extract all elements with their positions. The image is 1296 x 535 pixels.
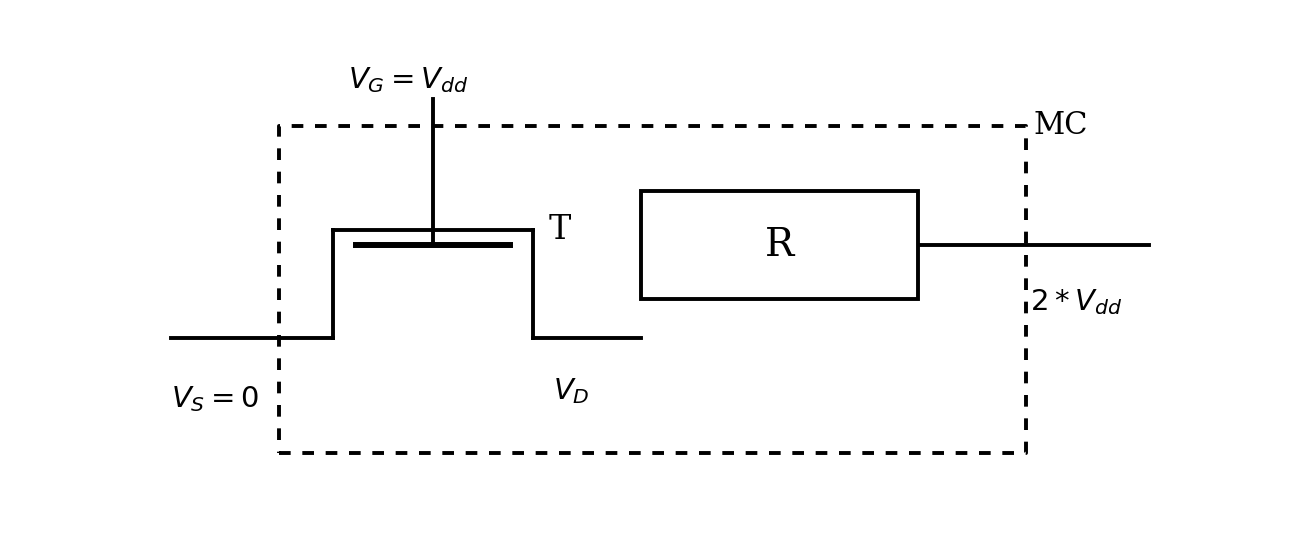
Text: $V_D$: $V_D$ bbox=[553, 376, 590, 406]
Text: T: T bbox=[548, 214, 572, 246]
Text: MC: MC bbox=[1034, 110, 1089, 141]
Text: $V_S = 0$: $V_S = 0$ bbox=[171, 384, 259, 414]
Text: $2*V_{dd}$: $2*V_{dd}$ bbox=[1030, 287, 1122, 317]
Text: $V_G = V_{dd}$: $V_G = V_{dd}$ bbox=[349, 65, 469, 95]
Bar bbox=[642, 191, 919, 299]
Text: R: R bbox=[765, 227, 794, 264]
